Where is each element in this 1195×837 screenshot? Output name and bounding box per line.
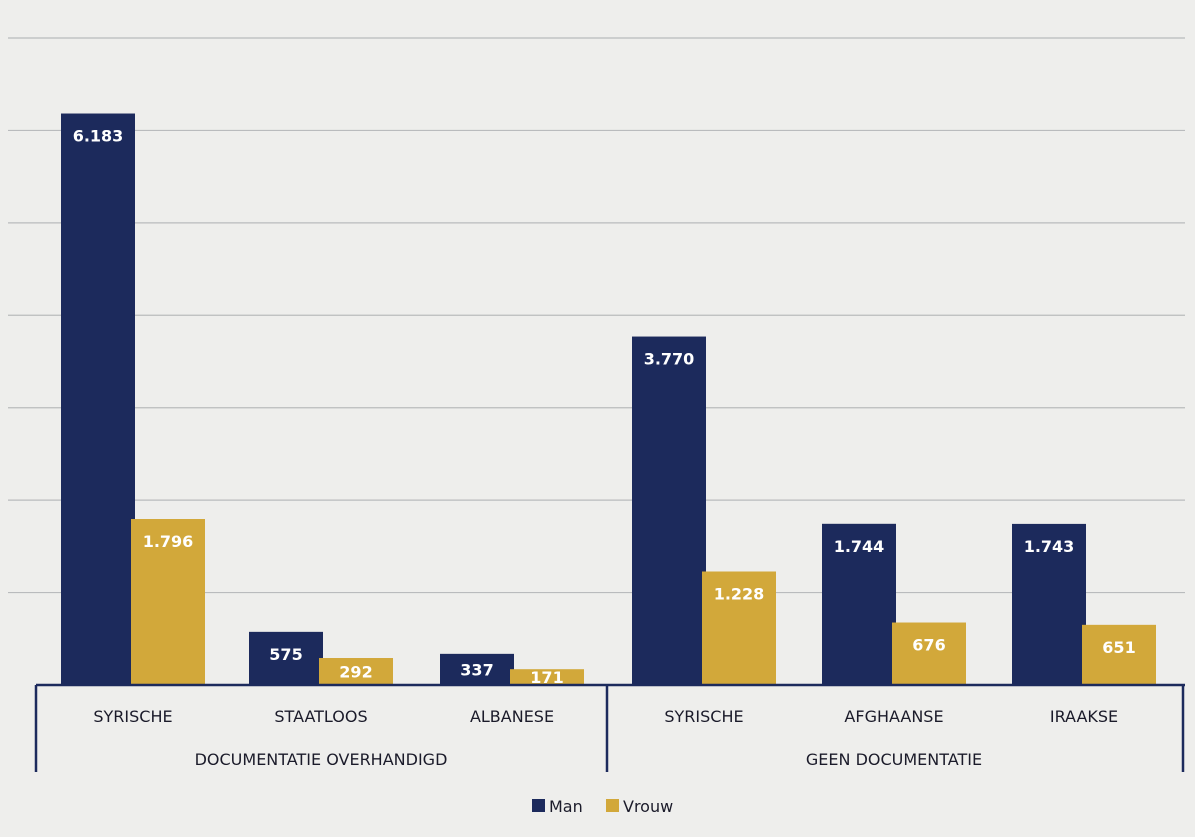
data-label-vrouw: 1.228 xyxy=(714,584,765,603)
data-label-vrouw: 171 xyxy=(530,668,563,687)
data-label-vrouw: 1.796 xyxy=(143,532,194,551)
data-label-vrouw: 292 xyxy=(339,663,372,682)
gridlines xyxy=(8,37,1185,594)
data-label-man: 3.770 xyxy=(644,350,695,369)
bar-man xyxy=(632,336,706,685)
data-label-man: 1.743 xyxy=(1024,537,1075,556)
category-label: SYRISCHE xyxy=(664,707,743,726)
category-label: STAATLOOS xyxy=(274,707,367,726)
bar-man xyxy=(822,523,896,685)
category-label: IRAAKSE xyxy=(1050,707,1118,726)
bars xyxy=(61,113,1156,685)
category-label: ALBANESE xyxy=(470,707,554,726)
data-label-man: 1.744 xyxy=(834,537,885,556)
legend: Man Vrouw xyxy=(532,797,673,816)
legend-label-man: Man xyxy=(549,797,583,816)
data-label-vrouw: 676 xyxy=(912,636,945,655)
group-label: GEEN DOCUMENTATIE xyxy=(806,750,982,769)
bar-man xyxy=(1012,523,1086,685)
legend-swatch-man xyxy=(532,799,545,812)
legend-label-vrouw: Vrouw xyxy=(623,797,673,816)
bar-vrouw xyxy=(892,622,966,685)
bar-vrouw xyxy=(702,571,776,685)
bar-vrouw xyxy=(1082,624,1156,685)
data-label-man: 337 xyxy=(460,660,493,679)
bar-man xyxy=(440,653,514,685)
bar-vrouw xyxy=(131,518,205,685)
group-label: DOCUMENTATIE OVERHANDIGD xyxy=(195,750,448,769)
legend-swatch-vrouw xyxy=(606,799,619,812)
bar-vrouw xyxy=(510,669,584,685)
category-label: SYRISCHE xyxy=(93,707,172,726)
bar-man xyxy=(249,631,323,685)
data-label-man: 575 xyxy=(269,645,302,664)
category-axis: SYRISCHE STAATLOOS ALBANESE SYRISCHE AFGHAAN… xyxy=(34,683,1185,772)
bar-man xyxy=(61,113,135,685)
category-label: AFGHAANSE xyxy=(844,707,943,726)
data-labels: 6.183 1.796 575 292 337 171 3.770 1.228 1.744 676… xyxy=(73,127,1136,688)
data-label-vrouw: 651 xyxy=(1102,638,1135,657)
bar-vrouw xyxy=(319,658,393,685)
data-label-man: 6.183 xyxy=(73,127,124,146)
